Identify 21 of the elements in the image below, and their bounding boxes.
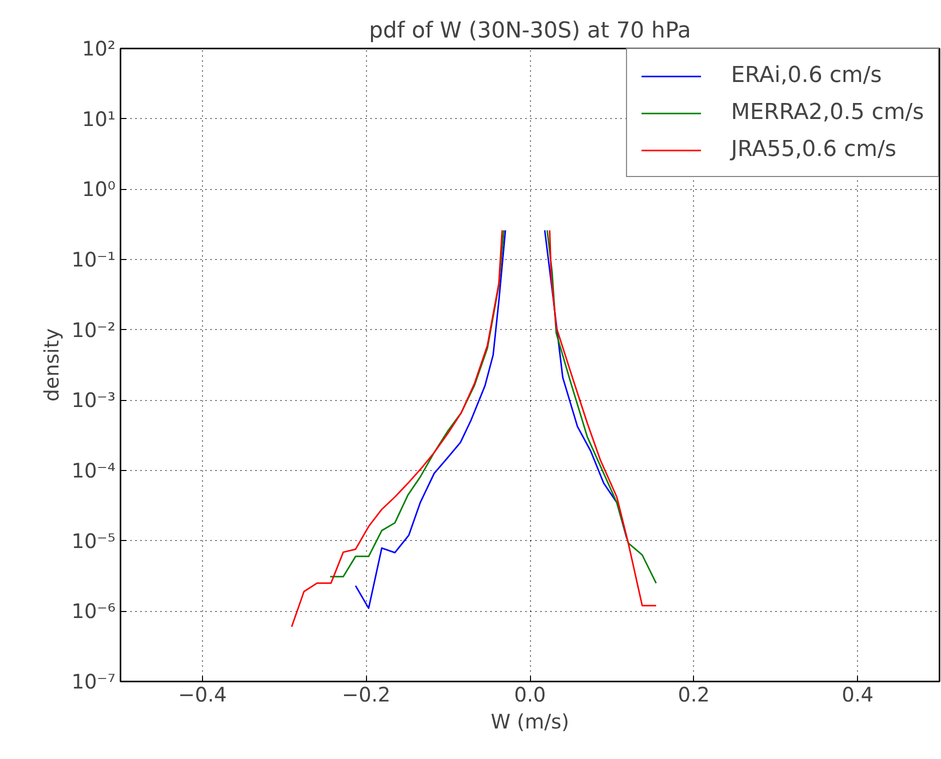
legend-label: ERAi,0.6 cm/s — [731, 63, 882, 88]
x-tick-label: −0.2 — [342, 682, 390, 706]
y-tick-label: 10⁻⁶ — [71, 599, 116, 624]
y-tick-label: 10⁻¹ — [71, 248, 116, 272]
x-tick-label: 0.2 — [678, 682, 710, 706]
y-tick-label: 10⁻³ — [71, 388, 116, 412]
y-tick-label: 10⁻⁷ — [71, 670, 116, 694]
x-tick-label: 0.4 — [842, 682, 874, 706]
legend-label: JRA55,0.6 cm/s — [731, 137, 896, 162]
y-tick-label: 10¹ — [82, 106, 116, 131]
y-tick-label: 10² — [82, 36, 116, 60]
y-tick-label: 10⁻⁴ — [71, 458, 116, 482]
x-tick-label: 0.0 — [514, 682, 546, 706]
y-tick-label: 10⁻⁵ — [71, 528, 116, 553]
x-tick-label: −0.4 — [178, 682, 227, 706]
y-axis-title: density — [39, 328, 64, 402]
y-tick-label: 10⁰ — [82, 177, 116, 202]
y-tick-label: 10⁻² — [71, 318, 116, 342]
chart-title: pdf of W (30N-30S) at 70 hPa — [369, 18, 691, 44]
legend-label: MERRA2,0.5 cm/s — [731, 100, 924, 125]
x-axis-title: W (m/s) — [490, 710, 570, 734]
